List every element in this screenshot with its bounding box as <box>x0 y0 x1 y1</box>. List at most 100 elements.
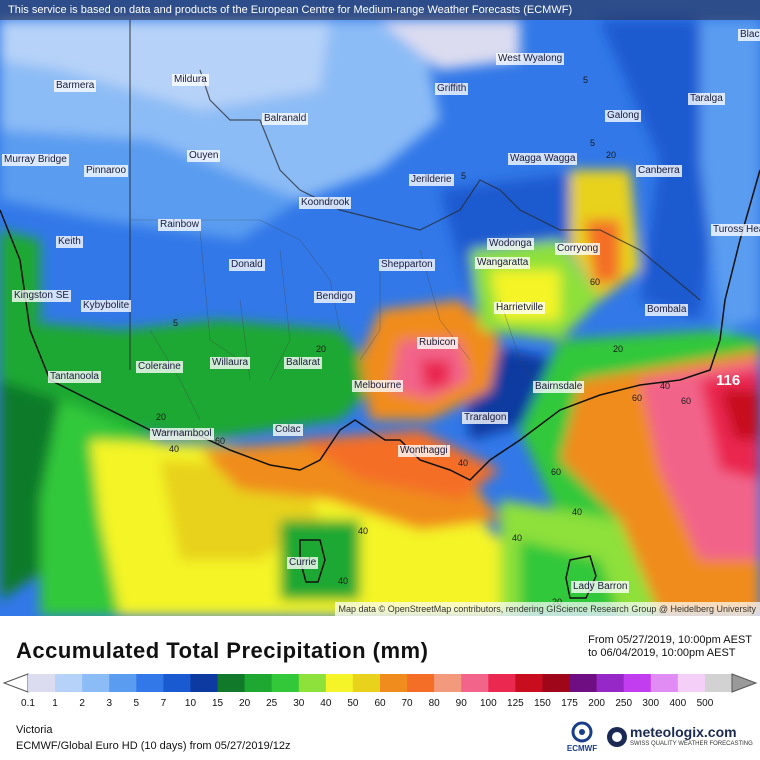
city-label: Rubicon <box>417 337 458 349</box>
city-label: Kingston SE <box>12 290 72 302</box>
color-scale-tick-label: 150 <box>534 698 551 709</box>
city-label: Jerilderie <box>409 174 454 186</box>
color-scale-segment <box>677 674 706 692</box>
contour-value-label: 40 <box>169 444 180 454</box>
color-scale-segment <box>325 674 354 692</box>
city-label: Wonthaggi <box>398 445 450 457</box>
contour-value-label: 60 <box>632 393 643 403</box>
contour-value-label: 40 <box>358 526 369 536</box>
color-scale-tick-label: 3 <box>106 698 112 709</box>
city-label: West Wyalong <box>496 53 565 65</box>
ecmwf-logo: ECMWF <box>564 720 600 754</box>
city-label: Murray Bridge <box>2 154 69 166</box>
city-label: Wodonga <box>487 238 534 250</box>
city-label: Balranald <box>262 113 309 125</box>
color-scale-tick-label: 15 <box>211 698 224 709</box>
region-label: Victoria <box>16 724 53 736</box>
ecmwf-logo-icon <box>571 721 593 743</box>
legend-panel: Accumulated Total Precipitation (mm) Fro… <box>0 616 760 760</box>
max-value-label: 116 <box>716 372 741 389</box>
color-scale-segment <box>461 674 489 692</box>
color-scale-segment <box>596 674 625 692</box>
contour-value-label: 60 <box>590 277 601 287</box>
meteologix-logo-icon <box>607 727 627 747</box>
color-scale-max-arrow <box>731 673 758 693</box>
color-scale-segment <box>136 674 164 692</box>
city-label: Coleraine <box>136 361 183 373</box>
contour-value-label: 20 <box>156 412 167 422</box>
color-scale-segment <box>569 674 598 692</box>
color-scale-segment <box>542 674 571 692</box>
city-label: Blackheath <box>738 29 760 41</box>
color-scale-min-arrow <box>2 673 29 693</box>
city-label: Mildura <box>172 74 209 86</box>
color-scale-tick-label: 50 <box>347 698 359 709</box>
city-label: Pinnaroo <box>84 165 129 177</box>
color-scale-tick-label: 25 <box>266 698 278 709</box>
city-label: Willaura <box>210 357 251 369</box>
precipitation-map[interactable]: This service is based on data and produc… <box>0 0 760 616</box>
color-scale-segment <box>82 674 110 692</box>
contour-value-label: 40 <box>512 533 523 543</box>
city-label: Lady Barron <box>571 581 630 593</box>
color-scale-tick-label: 1 <box>52 698 58 709</box>
color-scale-tick-label: 20 <box>239 698 251 709</box>
color-scale-segment <box>271 674 300 692</box>
contour-value-label: 20 <box>316 344 327 354</box>
legend-title: Accumulated Total Precipitation (mm) <box>16 638 429 663</box>
color-scale-tick-label: 30 <box>293 698 305 709</box>
city-label: Warrnambool <box>150 428 214 440</box>
color-scale-tick-label: 300 <box>642 698 660 709</box>
city-label: Kybybolite <box>81 300 132 312</box>
city-label: Bendigo <box>314 291 355 303</box>
contour-value-label: 5 <box>461 171 467 181</box>
city-label: Canberra <box>636 165 682 177</box>
color-scale-segment <box>163 674 191 692</box>
color-scale-tick-label: 80 <box>428 698 440 709</box>
color-scale <box>2 673 758 693</box>
map-attribution[interactable]: Map data © OpenStreetMap contributors, r… <box>334 602 760 616</box>
color-scale-tick-label: 0.1 <box>21 698 35 709</box>
color-scale-tick-label: 60 <box>374 698 386 709</box>
color-scale-segment <box>515 674 543 692</box>
color-scale-tick-label: 2 <box>79 698 85 709</box>
color-scale-tick-label: 200 <box>588 698 605 709</box>
color-scale-segment <box>55 674 83 692</box>
color-scale-tick-label: 500 <box>696 698 714 709</box>
meteologix-logo: meteologix.com SWISS QUALITY WEATHER FOR… <box>606 724 756 754</box>
city-label: Rainbow <box>158 219 201 231</box>
color-scale-tick-label: 400 <box>669 698 687 709</box>
city-label: Harrietville <box>494 302 546 314</box>
contour-value-label: 20 <box>613 344 624 354</box>
city-label: Tuross Head <box>711 224 760 236</box>
color-scale-segment <box>244 674 273 692</box>
precipitation-field <box>0 0 760 616</box>
city-label: Griffith <box>435 83 469 95</box>
color-scale-segment <box>109 674 137 692</box>
contour-value-label: 20 <box>606 150 617 160</box>
color-scale-segment <box>623 674 652 692</box>
city-label: Colac <box>273 424 303 436</box>
color-scale-segment <box>407 674 435 692</box>
city-label: Currie <box>287 557 319 569</box>
color-scale-tick-label: 10 <box>184 698 197 709</box>
color-scale-segment <box>650 674 679 692</box>
model-label: ECMWF/Global Euro HD (10 days) from 05/2… <box>16 740 291 752</box>
color-scale-segment <box>217 674 246 692</box>
contour-value-label: 60 <box>215 436 226 446</box>
city-label: Shepparton <box>379 259 435 271</box>
ecmwf-banner: This service is based on data and produc… <box>0 0 760 20</box>
color-scale-tick-label: 125 <box>507 698 524 709</box>
city-label: Bairnsdale <box>533 381 585 393</box>
contour-value-label: 5 <box>173 318 179 328</box>
color-scale-segment <box>434 674 462 692</box>
city-label: Koondrook <box>299 197 352 209</box>
period-from: From 05/27/2019, 10:00pm AEST <box>588 634 752 646</box>
color-scale-segment <box>298 674 327 692</box>
color-scale-tick-label: 5 <box>133 698 140 709</box>
color-scale-tick-label: 90 <box>455 698 467 709</box>
color-scale-segment <box>190 674 219 692</box>
city-label: Melbourne <box>352 380 404 392</box>
city-label: Barmera <box>54 80 97 92</box>
color-scale-tick-label: 250 <box>615 698 633 709</box>
